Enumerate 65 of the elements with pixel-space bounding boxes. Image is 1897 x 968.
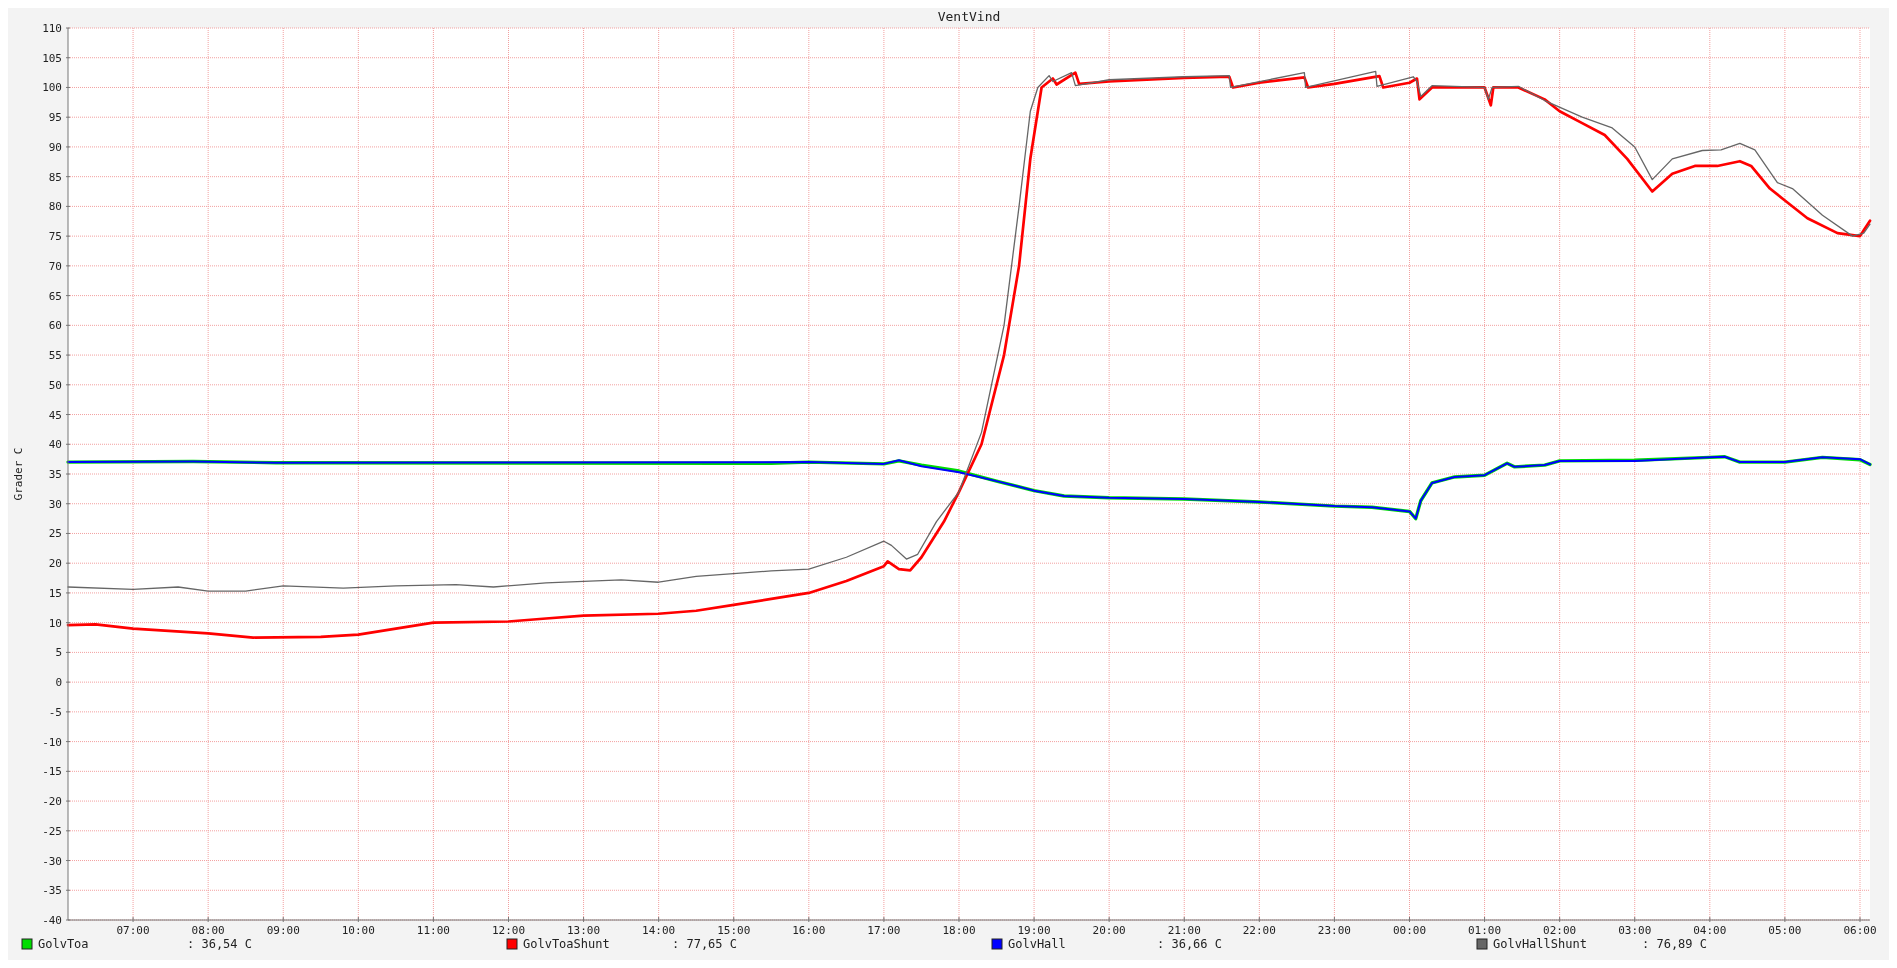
y-tick-label: 35 [48, 468, 62, 481]
text: : 76,89 C [1642, 937, 1708, 951]
x-tick-label: 16:00 [792, 924, 826, 937]
y-tick-label: 50 [48, 378, 62, 392]
y-tick-label: 90 [48, 140, 62, 154]
x-tick-label: 07:00 [116, 924, 150, 937]
x-tick-label: 06:00 [1843, 924, 1877, 937]
x-tick-label: 21:00 [1167, 924, 1201, 937]
x-tick-label: 03:00 [1618, 924, 1652, 937]
x-tick-label: 02:00 [1543, 924, 1577, 937]
y-tick-label: 70 [48, 259, 62, 273]
x-tick-label: 04:00 [1693, 924, 1727, 937]
x-tick-label: 09:00 [266, 924, 300, 937]
text: : 36,54 C [187, 937, 253, 951]
legend-label: GolvToa [38, 937, 89, 951]
y-tick-label: -15 [42, 765, 62, 779]
y-axis-title: Grader C [12, 447, 25, 501]
y-tick-label: 20 [48, 557, 62, 571]
y-tick-label: -10 [42, 735, 62, 749]
y-tick-label: 5 [55, 646, 62, 660]
x-tick-label: 10:00 [341, 924, 375, 937]
legend-label: GolvToaShunt [523, 937, 610, 951]
x-tick-label: 14:00 [642, 924, 676, 937]
y-tick-label: 40 [48, 438, 62, 452]
x-tick-label: 18:00 [942, 924, 976, 937]
y-tick-label: 100 [42, 81, 62, 95]
text: : 36,66 C [1157, 937, 1223, 951]
x-tick-label: 11:00 [416, 924, 450, 937]
y-tick-label: 10 [48, 616, 62, 630]
y-tick-label: -40 [42, 914, 62, 927]
y-tick-label: 65 [48, 289, 62, 303]
y-tick-label: 110 [42, 22, 62, 35]
y-tick-label: 60 [48, 319, 62, 333]
x-tick-label: 05:00 [1768, 924, 1802, 937]
y-tick-label: 55 [48, 349, 62, 363]
y-tick-label: -35 [42, 884, 62, 898]
chart-title: VentVind [937, 9, 1001, 24]
x-tick-label: 08:00 [191, 924, 225, 937]
y-tick-label: 45 [48, 408, 62, 422]
y-tick-label: 0 [55, 676, 62, 690]
x-tick-label: 23:00 [1317, 924, 1351, 937]
y-tick-label: -5 [48, 705, 62, 719]
text: : 77,65 C [672, 937, 738, 951]
y-tick-label: 95 [48, 111, 62, 125]
x-tick-label: 00:00 [1392, 924, 1427, 937]
legend-label: GolvHallShunt [1493, 937, 1587, 951]
x-tick-label: 01:00 [1468, 924, 1502, 937]
legend-label: GolvHall [1008, 937, 1066, 951]
y-tick-label: -25 [42, 824, 62, 838]
y-tick-label: -30 [42, 854, 62, 868]
x-tick-label: 22:00 [1242, 924, 1276, 937]
x-tick-label: 12:00 [491, 924, 526, 937]
x-tick-label: 15:00 [717, 924, 751, 937]
y-tick-label: -20 [42, 795, 62, 809]
y-tick-label: 15 [48, 586, 62, 600]
x-tick-label: 19:00 [1017, 924, 1051, 937]
y-tick-label: 75 [48, 230, 62, 244]
y-tick-label: 105 [42, 51, 62, 65]
x-tick-label: 20:00 [1092, 924, 1126, 937]
y-tick-label: 25 [48, 527, 62, 541]
y-tick-label: 80 [48, 200, 62, 214]
x-tick-label: 17:00 [867, 924, 901, 937]
y-tick-label: 85 [48, 170, 62, 184]
x-tick-label: 13:00 [567, 924, 601, 937]
y-tick-label: 30 [48, 497, 62, 511]
